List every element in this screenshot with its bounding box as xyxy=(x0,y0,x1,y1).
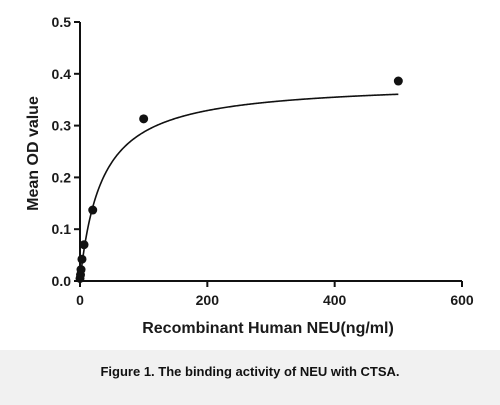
data-point xyxy=(139,114,149,124)
figure-caption: Figure 1. The binding activity of NEU wi… xyxy=(100,364,400,379)
chart-svg: 0.0 0.1 0.2 0.3 0.4 0.5 0 200 400 600 Recombinant … xyxy=(25,14,474,337)
y-tick-label: 0.2 xyxy=(52,169,72,185)
y-tick-label: 0.3 xyxy=(52,118,72,134)
chart: 0.0 0.1 0.2 0.3 0.4 0.5 0 200 400 600 Recombinant … xyxy=(25,14,474,337)
caption-bar: Figure 1. The binding activity of NEU wi… xyxy=(0,350,500,405)
data-point xyxy=(76,265,86,275)
data-point xyxy=(88,205,98,215)
y-tick-label: 0.0 xyxy=(52,273,72,289)
data-point xyxy=(79,240,89,250)
x-tick-label: 400 xyxy=(323,292,347,308)
y-tick-label: 0.5 xyxy=(52,14,72,30)
x-tick-label: 600 xyxy=(450,292,474,308)
y-axis-title: Mean OD value xyxy=(25,96,42,211)
fit-curve-line xyxy=(79,93,399,282)
y-tick-label: 0.4 xyxy=(52,66,72,82)
x-tick-label: 0 xyxy=(76,292,84,308)
x-axis-title: Recombinant Human NEU(ng/ml) xyxy=(142,320,394,337)
y-tick-label: 0.1 xyxy=(52,221,72,237)
data-point xyxy=(393,76,403,86)
x-tick-label: 200 xyxy=(196,292,220,308)
data-point xyxy=(77,254,87,264)
